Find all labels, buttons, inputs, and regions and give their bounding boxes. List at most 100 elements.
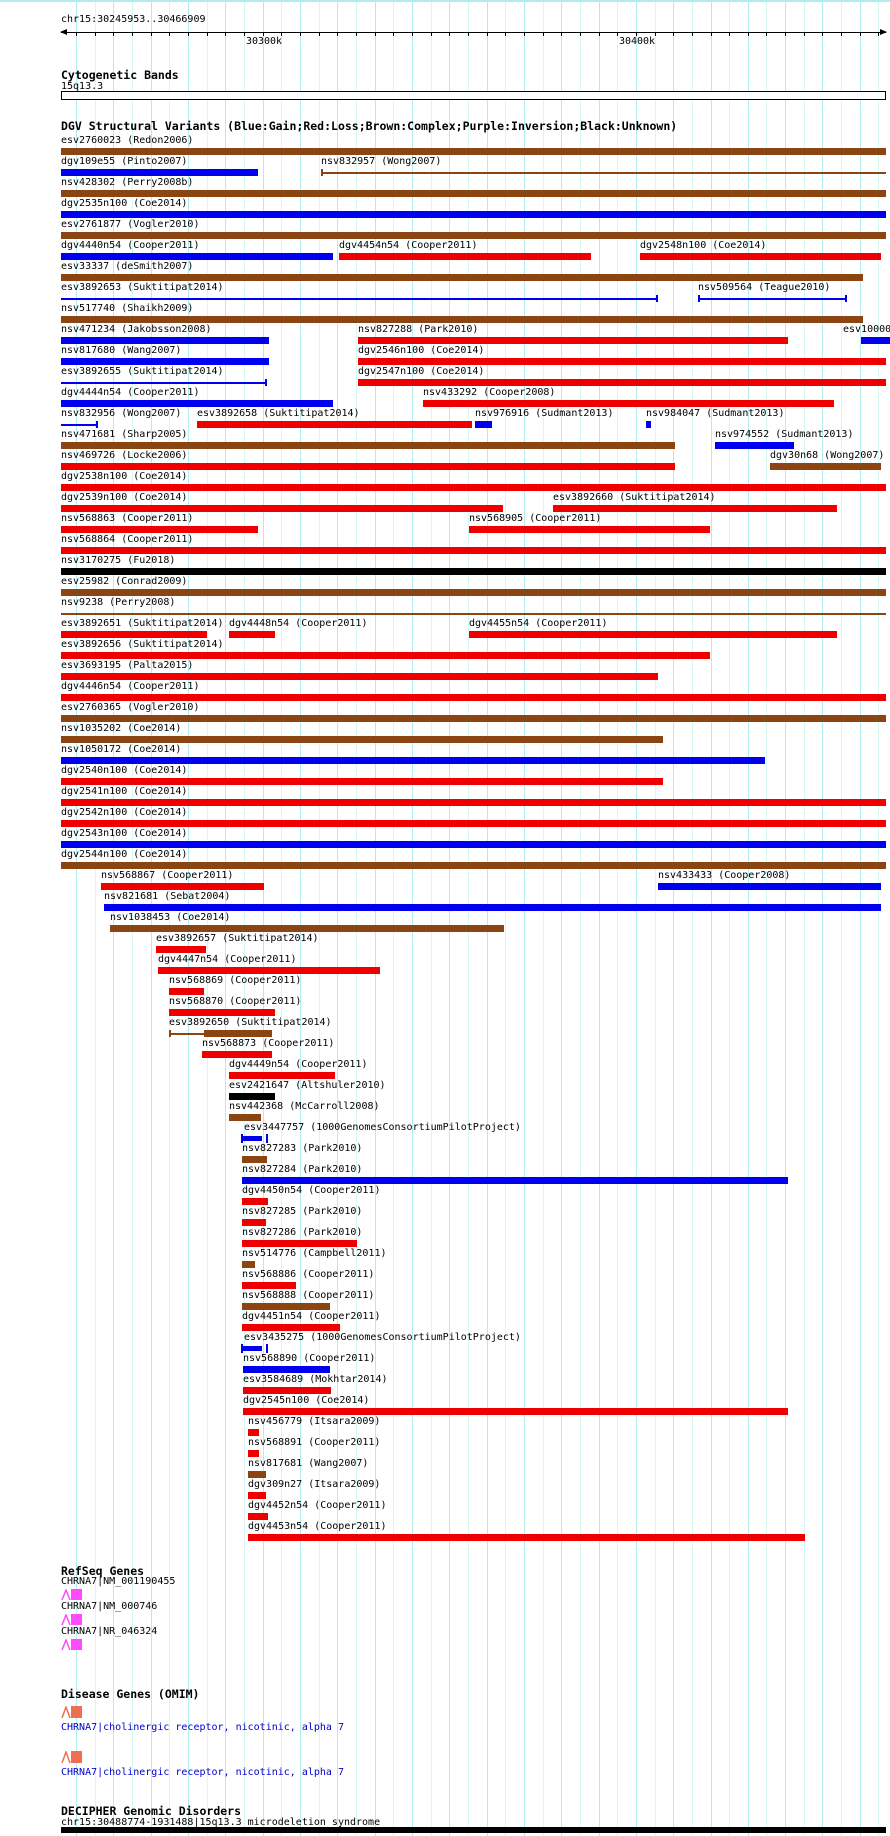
variant-bar[interactable]: [242, 1303, 330, 1310]
gene-glyph[interactable]: [61, 1637, 87, 1656]
omim-gene-label[interactable]: CHRNA7|cholinergic receptor, nicotinic, …: [61, 1722, 344, 1733]
variant-bar[interactable]: [61, 484, 886, 491]
variant-bar[interactable]: [61, 274, 863, 281]
variant-bar[interactable]: [61, 358, 269, 365]
variant-bar[interactable]: [243, 1366, 330, 1373]
variant-bar[interactable]: [204, 1030, 271, 1037]
variant-bar[interactable]: [61, 232, 886, 239]
variant-bar[interactable]: [61, 778, 663, 785]
variant-bar[interactable]: [242, 1282, 296, 1289]
decipher-region-bar[interactable]: [61, 1827, 886, 1833]
variant-bar[interactable]: [242, 1219, 266, 1226]
variant-range-line[interactable]: [61, 613, 886, 615]
variant-range-line[interactable]: [61, 298, 658, 300]
variant-bar[interactable]: [640, 253, 881, 260]
gene-glyph[interactable]: [61, 1587, 87, 1606]
variant-bar[interactable]: [61, 862, 886, 869]
variant-range-line[interactable]: [61, 382, 267, 384]
variant-bar[interactable]: [61, 694, 886, 701]
variant-bar[interactable]: [553, 505, 837, 512]
variant-bar[interactable]: [242, 1198, 268, 1205]
variant-bar[interactable]: [646, 421, 651, 428]
variant-bar[interactable]: [229, 1114, 261, 1121]
variant-bar[interactable]: [248, 1471, 266, 1478]
variant-bar[interactable]: [248, 1492, 266, 1499]
variant-bar[interactable]: [242, 1156, 267, 1163]
variant-bar[interactable]: [229, 1072, 335, 1079]
variant-bar[interactable]: [242, 1324, 340, 1331]
variant-bar[interactable]: [61, 631, 207, 638]
gene-glyph[interactable]: [61, 1612, 87, 1631]
variant-bar[interactable]: [339, 253, 591, 260]
variant-bar[interactable]: [169, 988, 204, 995]
variant-bar[interactable]: [243, 1408, 788, 1415]
variant-bar[interactable]: [358, 379, 886, 386]
variant-bar[interactable]: [243, 1346, 262, 1351]
refseq-gene-label: CHRNA7|NM_000746: [61, 1601, 158, 1612]
variant-bar[interactable]: [61, 715, 886, 722]
gene-glyph[interactable]: [61, 1704, 87, 1724]
variant-bar[interactable]: [61, 589, 886, 596]
variant-bar[interactable]: [358, 358, 886, 365]
variant-bar[interactable]: [248, 1450, 259, 1457]
variant-label: nsv433433 (Cooper2008): [658, 870, 791, 881]
variant-bar[interactable]: [61, 568, 886, 575]
variant-bar[interactable]: [229, 1093, 275, 1100]
variant-bar[interactable]: [715, 442, 794, 449]
variant-bar[interactable]: [243, 1387, 331, 1394]
variant-bar[interactable]: [156, 946, 206, 953]
variant-bar[interactable]: [61, 316, 863, 323]
variant-bar[interactable]: [358, 337, 788, 344]
variant-bar[interactable]: [61, 169, 258, 176]
variant-bar[interactable]: [202, 1051, 272, 1058]
variant-bar[interactable]: [61, 400, 333, 407]
variant-bar[interactable]: [61, 463, 675, 470]
variant-bar[interactable]: [197, 421, 472, 428]
variant-bar[interactable]: [658, 883, 881, 890]
variant-bar[interactable]: [104, 904, 881, 911]
variant-range-line[interactable]: [698, 298, 847, 300]
variant-bar[interactable]: [61, 211, 886, 218]
variant-bar[interactable]: [423, 400, 834, 407]
variant-bar[interactable]: [243, 1136, 262, 1141]
variant-bar[interactable]: [61, 820, 886, 827]
variant-bar[interactable]: [469, 631, 837, 638]
variant-bar[interactable]: [242, 1177, 788, 1184]
variant-bar[interactable]: [61, 547, 886, 554]
variant-bar[interactable]: [242, 1240, 357, 1247]
variant-bar[interactable]: [61, 442, 675, 449]
variant-bar[interactable]: [248, 1429, 259, 1436]
ruler-tick-mark: [523, 32, 525, 36]
variant-bar[interactable]: [61, 337, 269, 344]
variant-bar[interactable]: [861, 337, 890, 344]
variant-bar[interactable]: [158, 967, 380, 974]
variant-bar[interactable]: [229, 631, 275, 638]
variant-bar[interactable]: [475, 421, 492, 428]
variant-bar[interactable]: [61, 841, 886, 848]
omim-gene-label[interactable]: CHRNA7|cholinergic receptor, nicotinic, …: [61, 1767, 344, 1778]
variant-bar[interactable]: [61, 526, 258, 533]
variant-bar[interactable]: [61, 148, 886, 155]
variant-bar[interactable]: [61, 757, 765, 764]
variant-bar[interactable]: [61, 799, 886, 806]
variant-bar[interactable]: [242, 1261, 255, 1268]
variant-bar[interactable]: [101, 883, 264, 890]
variant-bar[interactable]: [61, 673, 658, 680]
ruler-tick-mark: [430, 32, 432, 36]
cytoband-rect[interactable]: [61, 91, 886, 100]
variant-bar[interactable]: [169, 1009, 275, 1016]
gene-glyph[interactable]: [61, 1749, 87, 1769]
variant-bar[interactable]: [61, 505, 503, 512]
variant-bar[interactable]: [61, 736, 663, 743]
variant-bar[interactable]: [248, 1534, 805, 1541]
ruler-tick-mark: [710, 32, 712, 36]
variant-range-line[interactable]: [321, 172, 886, 174]
variant-range-line[interactable]: [61, 424, 98, 426]
variant-bar[interactable]: [469, 526, 710, 533]
variant-bar[interactable]: [248, 1513, 268, 1520]
variant-bar[interactable]: [61, 652, 710, 659]
variant-bar[interactable]: [110, 925, 504, 932]
variant-bar[interactable]: [61, 190, 886, 197]
variant-bar[interactable]: [770, 463, 881, 470]
variant-bar[interactable]: [61, 253, 333, 260]
